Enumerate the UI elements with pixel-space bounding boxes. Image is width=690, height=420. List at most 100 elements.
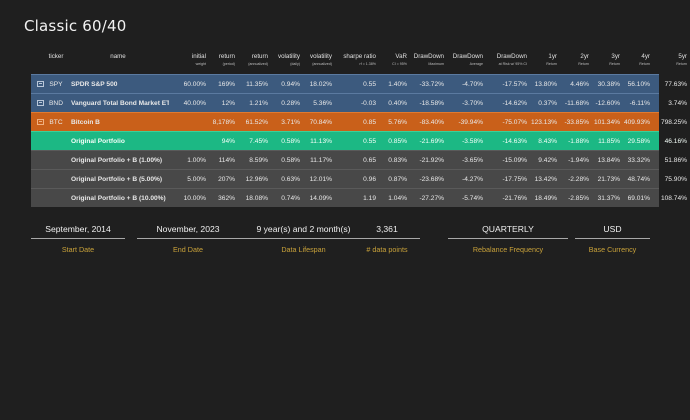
column-header-title: return (218, 53, 235, 60)
metric-cell: -6.11% (629, 99, 650, 107)
metric-cell: -3.70% (462, 99, 483, 107)
metric-cell: 12.96% (245, 175, 268, 183)
row-select-cell[interactable] (31, 81, 45, 87)
metric-cell: -75.07% (502, 118, 527, 126)
metric-cell: 33.32% (627, 156, 650, 164)
metric-cell: -12.60% (595, 99, 620, 107)
column-header: volatility (annualized) (302, 53, 334, 67)
metric-cell: 11.35% (246, 80, 268, 88)
metric-cell: 13.42% (534, 175, 557, 183)
table-row[interactable]: Original Portfolio + B (1.00%) 1.00% 114% 8… (31, 150, 687, 169)
metric-cell: 169% (218, 80, 235, 88)
column-header-title: DrawDown (452, 53, 483, 60)
column-header: DrawDown at Risk w/ 95% CI (485, 53, 529, 67)
ticker-cell: SPY (49, 80, 63, 88)
table-row[interactable]: BND Vanguard Total Bond Market ETF 40.00% 1… (31, 93, 687, 112)
metric-cell: 31.37% (597, 194, 620, 202)
metric-cell: 60.00% (183, 80, 206, 88)
metric-cell: 18.02% (309, 80, 332, 88)
metric-cell: 101.34% (593, 118, 620, 126)
page-title: Classic 60/40 (24, 17, 127, 35)
metric-cell: 207% (218, 175, 235, 183)
metric-cell: 5.00% (187, 175, 206, 183)
metric-cell: 3.71% (281, 118, 300, 126)
column-header: 3yr Return (591, 53, 622, 67)
metric-cell: 409.93% (623, 118, 650, 126)
metric-cell: 8.43% (538, 137, 557, 145)
table-row[interactable]: SPY SPDR S&P 500 60.00% 169% 11.35% 0.94% 18.0… (31, 74, 687, 93)
metric-cell: -14.62% (502, 99, 527, 107)
column-header-title: 4yr (641, 53, 650, 60)
metric-cell: 70.84% (309, 118, 332, 126)
metric-cell: 0.28% (281, 99, 300, 107)
metric-cell: 3.74% (668, 99, 687, 107)
metric-cell: 8.59% (249, 156, 268, 164)
name-cell: SPDR S&P 500 (71, 80, 118, 88)
table-row[interactable]: Original Portfolio 94% 7.45% 0.58% 11.13% 0.5… (31, 131, 687, 150)
metric-cell: -2.85% (568, 194, 589, 202)
metric-cell: 1.04% (388, 194, 407, 202)
column-header: 4yr Return (622, 53, 652, 67)
metric-cell: -33.85% (564, 118, 589, 126)
column-header-subtitle: Return (639, 62, 650, 66)
stat-value: USD (575, 222, 650, 239)
column-header: return (annualized) (237, 53, 270, 67)
column-header: initial weight (169, 53, 208, 67)
metric-cell: -83.40% (419, 118, 444, 126)
metric-cell: 4.46% (570, 80, 589, 88)
metric-cell: 0.87% (388, 175, 407, 183)
metric-cell: 48.74% (627, 175, 650, 183)
metric-cell: -3.65% (462, 156, 483, 164)
table-row[interactable]: BTC Bitcoin B 8,178% 61.52% 3.71% 70.84% 0.85 5… (31, 112, 687, 131)
column-header-subtitle: rf = 1.38% (359, 62, 376, 66)
stat-value: 3,361 (354, 222, 420, 239)
row-toggle-icon[interactable] (37, 119, 44, 125)
metric-cell: 5.36% (313, 99, 332, 107)
metric-cell: 21.73% (597, 175, 620, 183)
summary-stats: September, 2014 Start Date November, 2023 E… (0, 222, 690, 262)
metric-cell: -0.03 (360, 99, 376, 107)
metric-cell: -1.94% (568, 156, 589, 164)
metric-cell: 0.63% (281, 175, 300, 183)
metric-cell: -27.27% (419, 194, 444, 202)
metric-cell: 18.08% (245, 194, 268, 202)
metric-cell: 13.84% (597, 156, 620, 164)
column-header-subtitle: (annualized) (312, 62, 332, 66)
metric-cell: -4.27% (462, 175, 483, 183)
row-toggle-icon[interactable] (37, 100, 44, 106)
stat-value: September, 2014 (31, 222, 125, 239)
metric-cell: 0.55 (363, 80, 376, 88)
metric-cell: 61.52% (245, 118, 268, 126)
metric-cell: -1.88% (568, 137, 589, 145)
column-header-subtitle: at Risk w/ 95% CI (498, 62, 527, 66)
stat-value: QUARTERLY (448, 222, 568, 239)
metric-cell: -17.57% (502, 80, 527, 88)
stat-label: Data Lifespan (281, 245, 326, 254)
metric-cell: 798.25% (660, 118, 687, 126)
metric-cell: 9.42% (538, 156, 557, 164)
metric-cell: 0.65 (363, 156, 376, 164)
stat-label: End Date (173, 245, 203, 254)
metric-cell: 75.90% (664, 175, 687, 183)
row-select-cell[interactable] (31, 100, 45, 106)
table-row[interactable]: Original Portfolio + B (10.00%) 10.00% 362… (31, 188, 687, 207)
name-cell: Original Portfolio + B (5.00%) (71, 175, 163, 183)
column-header: volatility (daily) (270, 53, 302, 67)
name-cell: Bitcoin B (71, 118, 100, 126)
stat-label: Rebalance Frequency (472, 245, 544, 254)
table-row[interactable]: Original Portfolio + B (5.00%) 5.00% 207% 1… (31, 169, 687, 188)
metric-cell: 0.94% (281, 80, 300, 88)
metric-cell: 0.58% (281, 137, 300, 145)
row-toggle-icon[interactable] (37, 81, 44, 87)
metric-cell: 1.40% (388, 80, 407, 88)
metric-cell: -4.70% (462, 80, 483, 88)
column-header-subtitle: Return (676, 62, 687, 66)
metric-cell: -39.94% (458, 118, 483, 126)
row-select-cell[interactable] (31, 119, 45, 125)
metric-cell: -15.09% (502, 156, 527, 164)
metric-cell: 94% (221, 137, 235, 145)
metric-cell: 7.45% (249, 137, 268, 145)
metric-cell: -17.75% (502, 175, 527, 183)
metric-cell: 0.83% (388, 156, 407, 164)
column-header: return (period) (208, 53, 237, 67)
